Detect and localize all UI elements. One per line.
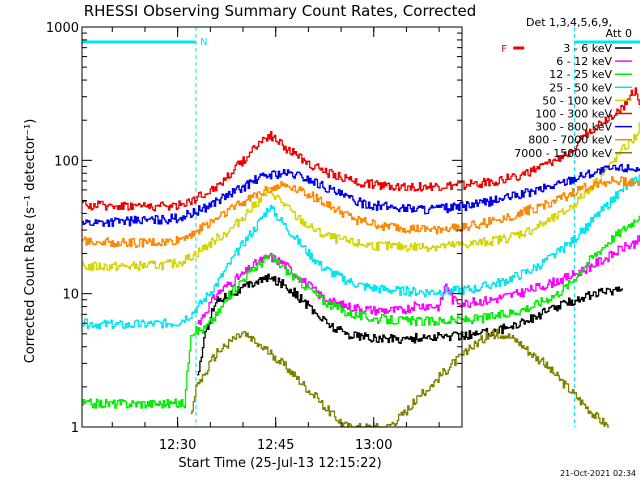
legend-entry-label: 7000 - 15000 keV — [514, 147, 612, 160]
legend-entry-label: 100 - 300 keV — [535, 108, 612, 121]
series-line-2 — [197, 232, 640, 325]
series-line-6 — [82, 87, 640, 212]
y-tick-label: 1000 — [46, 21, 79, 36]
series-line-7 — [82, 163, 640, 227]
series-line-9 — [190, 328, 610, 428]
series-line-8 — [82, 176, 640, 248]
legend-entry-label: 3 - 6 keV — [563, 42, 612, 55]
series-line-4 — [82, 173, 640, 330]
legend-entry-label: 12 - 25 keV — [549, 68, 612, 81]
series-line-1 — [197, 273, 623, 376]
legend-entry-label: 6 - 12 keV — [556, 55, 612, 68]
legend-entry-label: 300 - 800 keV — [535, 121, 612, 134]
footer-date: 21-Oct-2021 02:34 — [560, 469, 636, 478]
y-axis-label: Corrected Count Rate (s⁻¹ detector⁻¹) — [23, 119, 38, 364]
plot-area: N F 1 10 100 1000 12:30 12:45 13:00 — [46, 21, 640, 453]
legend-header-line-2: Att 0 — [606, 27, 632, 40]
x-tick-label: 12:45 — [257, 438, 294, 453]
legend-entry-label: 25 - 50 keV — [549, 81, 612, 94]
x-tick-label: 13:00 — [355, 438, 392, 453]
y-tick-label: 1 — [71, 421, 79, 436]
legend-header-line-1: Det 1,3,4,5,6,9, — [526, 16, 612, 29]
flare-label: F — [501, 44, 507, 55]
legend-entry-label: 800 - 7000 keV — [528, 134, 612, 147]
plot-frame — [81, 26, 463, 428]
series-line-3 — [82, 215, 640, 409]
x-axis-label: Start Time (25-Jul-13 12:15:22) — [178, 456, 381, 471]
x-tick-label: 12:30 — [159, 438, 196, 453]
y-tick-label: 10 — [62, 288, 79, 303]
chart-title: RHESSI Observing Summary Count Rates, Co… — [84, 2, 477, 20]
legend-entry-label: 50 - 100 keV — [542, 94, 612, 107]
y-tick-label: 100 — [54, 154, 79, 169]
night-label: N — [200, 37, 207, 48]
